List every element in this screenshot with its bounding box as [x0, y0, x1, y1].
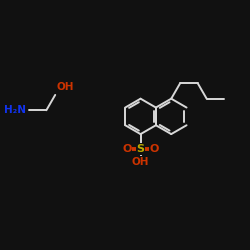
Text: H₂N: H₂N [4, 105, 26, 115]
Text: OH: OH [56, 82, 74, 92]
Text: S: S [136, 144, 144, 154]
Text: OH: OH [132, 157, 149, 167]
Text: O: O [150, 144, 159, 154]
Text: O: O [122, 144, 132, 154]
